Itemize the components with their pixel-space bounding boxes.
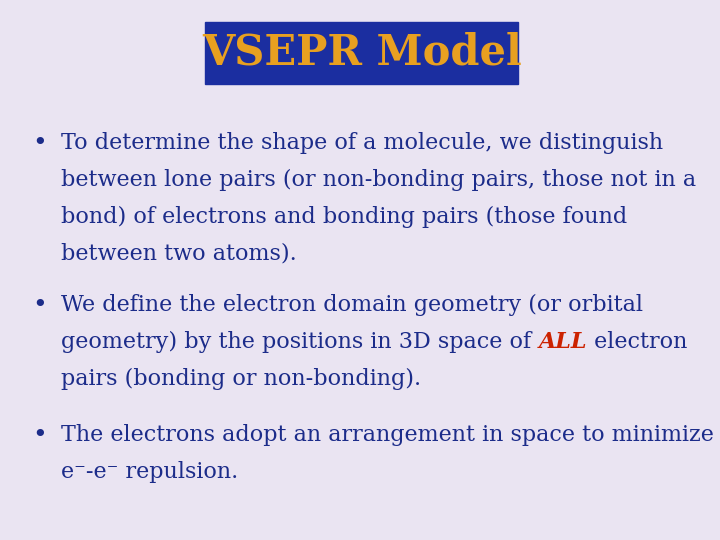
Text: •: •	[32, 132, 47, 156]
Text: electron: electron	[587, 331, 688, 353]
Text: geometry) by the positions in 3D space of: geometry) by the positions in 3D space o…	[61, 331, 539, 353]
Text: We define the electron domain geometry (or orbital: We define the electron domain geometry (…	[61, 294, 643, 316]
Text: •: •	[32, 424, 47, 447]
Text: The electrons adopt an arrangement in space to minimize: The electrons adopt an arrangement in sp…	[61, 424, 714, 446]
Text: bond) of electrons and bonding pairs (those found: bond) of electrons and bonding pairs (th…	[61, 206, 627, 228]
Text: between two atoms).: between two atoms).	[61, 242, 297, 265]
FancyBboxPatch shape	[205, 22, 518, 84]
Text: pairs (bonding or non-bonding).: pairs (bonding or non-bonding).	[61, 368, 421, 390]
Text: e⁻-e⁻ repulsion.: e⁻-e⁻ repulsion.	[61, 461, 238, 483]
Text: •: •	[32, 294, 47, 318]
Text: between lone pairs (or non-bonding pairs, those not in a: between lone pairs (or non-bonding pairs…	[61, 169, 696, 191]
Text: To determine the shape of a molecule, we distinguish: To determine the shape of a molecule, we…	[61, 132, 663, 154]
Text: VSEPR Model: VSEPR Model	[202, 32, 522, 73]
Text: ALL: ALL	[539, 331, 587, 353]
